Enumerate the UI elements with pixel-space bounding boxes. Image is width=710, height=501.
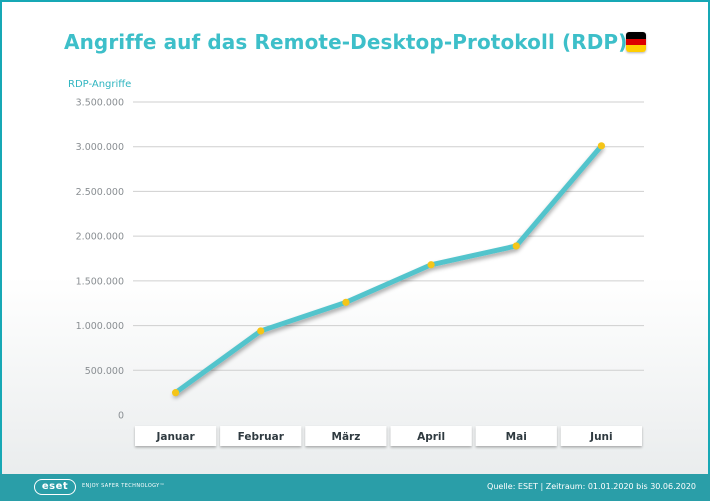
y-tick-label: 1.500.000: [76, 276, 124, 287]
x-category-box: April: [390, 426, 472, 446]
x-category-box: Juni: [560, 426, 642, 446]
series-line-group: [173, 143, 604, 396]
y-tick-label: 3.000.000: [76, 142, 124, 153]
x-category-box-bg: [220, 426, 302, 446]
gridlines: [133, 101, 644, 371]
chart-title: Angriffe auf das Remote-Desktop-Protokol…: [64, 30, 628, 54]
y-tick-label: 500.000: [85, 366, 124, 377]
data-point: [512, 242, 520, 250]
x-category-labels: Januar Februar März April Mai Juni: [135, 426, 642, 446]
x-category-box: Februar: [220, 426, 302, 446]
data-point: [171, 389, 180, 397]
x-category-box-bg: [135, 426, 217, 446]
data-point: [342, 298, 350, 306]
x-tick-label: März: [332, 431, 361, 443]
data-point: [257, 327, 265, 335]
line-chart: 0 500.000 1.000.000 1.500.000 2.000.000 2.500…: [76, 98, 644, 446]
x-category-box-bg: [560, 426, 642, 446]
x-category-box: Januar: [135, 426, 217, 446]
x-category-box: Mai: [475, 426, 557, 446]
footer-bar: eset ENJOY SAFER TECHNOLOGY™ Quelle: ESE…: [0, 474, 710, 501]
x-tick-label: Mai: [506, 431, 527, 443]
y-tick-label: 1.000.000: [76, 321, 124, 332]
y-axis-label: RDP-Angriffe: [68, 79, 132, 90]
flag-stripe-black: [626, 32, 646, 39]
germany-flag-icon: [626, 32, 646, 52]
y-tick-labels: 0 500.000 1.000.000 1.500.000 2.000.000 2.500…: [76, 98, 124, 422]
flag-stripe-red: [626, 38, 646, 46]
x-category-box-bg: [305, 426, 387, 446]
data-markers: [171, 142, 606, 397]
x-tick-label: Januar: [155, 431, 195, 443]
x-tick-label: Februar: [238, 431, 285, 443]
x-category-box: März: [305, 426, 387, 446]
data-point: [597, 142, 606, 150]
x-category-box-bg: [475, 426, 557, 446]
y-tick-label: 2.500.000: [76, 187, 124, 198]
x-tick-label: April: [417, 431, 445, 443]
eset-tagline: ENJOY SAFER TECHNOLOGY™: [82, 483, 166, 489]
eset-logo: eset: [34, 479, 76, 495]
x-tick-label: Juni: [589, 431, 612, 443]
y-tick-label: 2.000.000: [76, 232, 124, 243]
x-category-box-bg: [390, 426, 472, 446]
source-note: Quelle: ESET | Zeitraum: 01.01.2020 bis …: [487, 482, 696, 491]
series-line: [173, 143, 604, 396]
data-point: [427, 261, 435, 269]
y-tick-label: 0: [118, 411, 124, 422]
flag-stripe-gold: [626, 45, 646, 52]
y-tick-label: 3.500.000: [76, 98, 124, 109]
